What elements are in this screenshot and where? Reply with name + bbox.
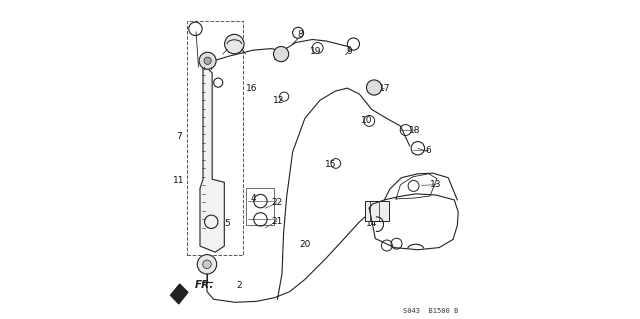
Circle shape [199,52,216,69]
Circle shape [367,80,381,95]
Text: 5: 5 [225,219,230,228]
Text: 13: 13 [430,180,442,189]
Text: 20: 20 [299,240,310,249]
Text: 8: 8 [298,30,303,40]
Text: 19: 19 [310,47,321,56]
Circle shape [225,34,244,54]
Text: 12: 12 [273,96,285,105]
Text: 14: 14 [366,219,378,228]
Text: 11: 11 [173,176,184,185]
Bar [246,188,275,226]
Text: 1: 1 [273,53,279,62]
Text: 9: 9 [346,47,352,56]
Circle shape [203,260,211,269]
Polygon shape [170,284,188,304]
Text: S043  B1500 B: S043 B1500 B [403,308,458,314]
Bar [187,21,243,255]
Bar [365,201,388,221]
Text: 7: 7 [176,132,182,141]
Text: 22: 22 [271,198,282,207]
Text: 17: 17 [379,84,390,93]
Circle shape [204,57,211,64]
Text: 3: 3 [227,46,233,55]
Text: 2: 2 [237,281,243,290]
Text: 6: 6 [425,146,431,155]
Text: 21: 21 [271,217,282,226]
Text: 16: 16 [246,84,257,93]
Polygon shape [200,65,224,252]
Circle shape [273,47,289,62]
Circle shape [197,255,217,274]
Text: 18: 18 [409,126,420,135]
Text: FR.: FR. [195,280,214,290]
Text: 15: 15 [325,160,337,168]
Text: 4: 4 [250,195,256,204]
Text: 10: 10 [362,115,373,124]
